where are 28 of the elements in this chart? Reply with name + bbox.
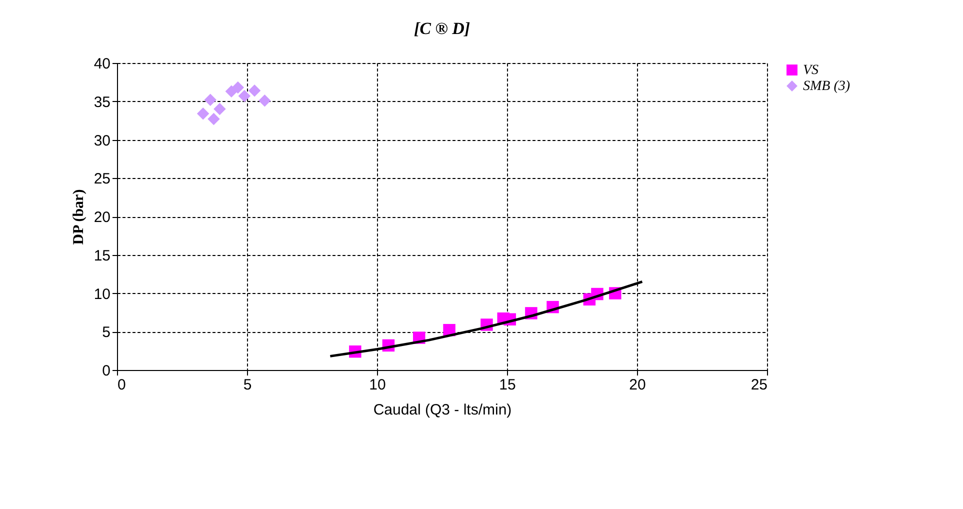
point — [238, 90, 251, 102]
point — [258, 94, 271, 107]
y-tick-label: 15 — [94, 247, 110, 264]
point — [208, 112, 220, 126]
point — [204, 94, 216, 106]
y-tick-label: 0 — [102, 362, 110, 380]
x-tick-label: 25 — [750, 376, 768, 394]
point — [196, 108, 210, 120]
legend-label: VS — [803, 63, 819, 78]
x-tick-label: 5 — [243, 376, 252, 394]
x-tick-label: 15 — [499, 376, 516, 394]
point — [214, 102, 226, 116]
legend-label: SMB (3) — [803, 79, 850, 94]
point — [248, 84, 261, 97]
y-tick-label: 40 — [94, 56, 110, 72]
y-tick-label: 20 — [94, 209, 110, 226]
y-tick-label: 5 — [102, 324, 110, 342]
x-tick-label: 10 — [369, 376, 386, 394]
point — [232, 81, 244, 94]
y-tick-label: 25 — [94, 170, 110, 188]
y-axis-title: DP (bar) — [70, 189, 87, 245]
x-tick-label: 0 — [118, 376, 126, 394]
y-tick-label: 10 — [94, 286, 110, 303]
y-tick-label: 35 — [94, 94, 110, 111]
x-tick-label: 20 — [629, 376, 646, 394]
chart-title: [C ® D] — [414, 19, 470, 38]
y-tick-label: 30 — [94, 132, 110, 150]
x-axis-title: Caudal (Q3 - lts/min) — [373, 402, 512, 418]
